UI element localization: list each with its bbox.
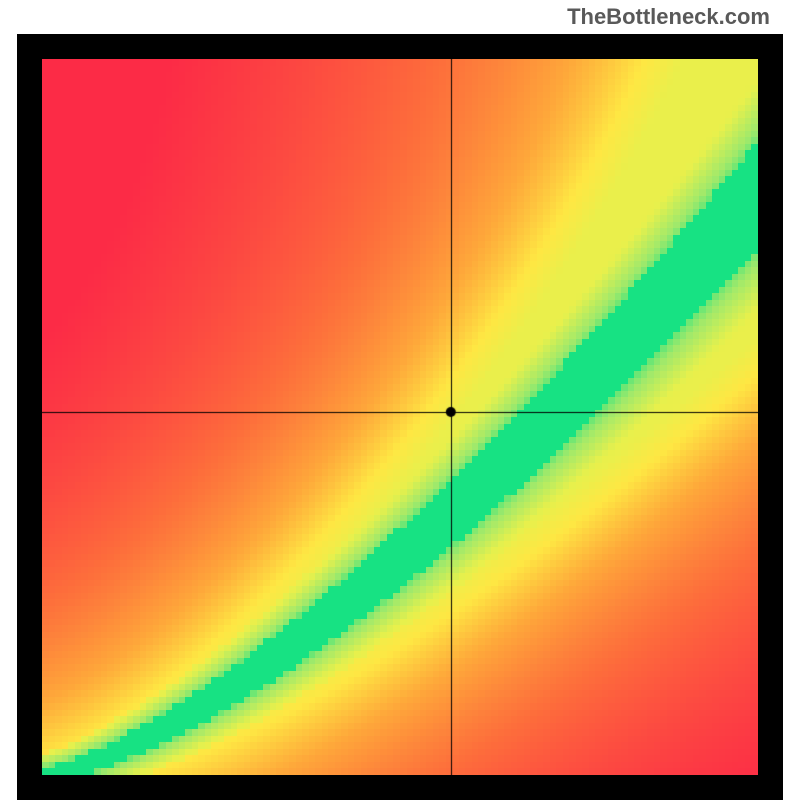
crosshair-overlay <box>42 59 758 775</box>
chart-container: { "watermark": { "text": "TheBottleneck.… <box>0 0 800 800</box>
watermark-text: TheBottleneck.com <box>567 4 770 30</box>
plot-frame <box>17 34 783 800</box>
